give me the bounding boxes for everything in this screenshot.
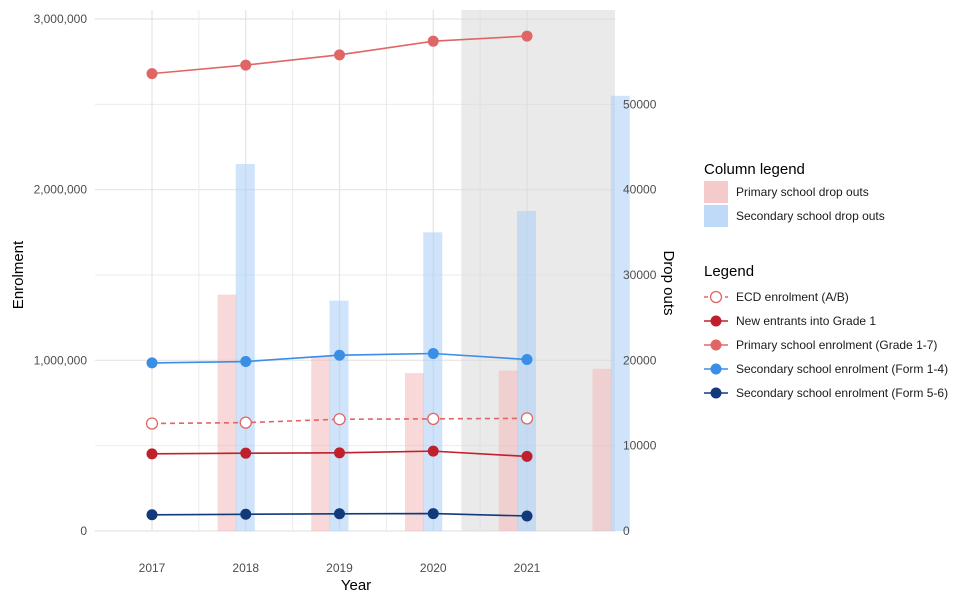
right-tick-label: 0: [623, 524, 630, 538]
left-tick-label: 0: [80, 524, 87, 538]
line-legend-marker: [710, 339, 722, 351]
line-legend-label: Secondary school enrolment (Form 1-4): [736, 362, 948, 376]
column-legend-title: Column legend: [704, 161, 805, 178]
series-point-form56: [240, 508, 252, 520]
bar-secondary-dropouts: [423, 232, 443, 532]
bar-secondary-dropouts: [235, 164, 255, 532]
column-legend-label: Secondary school drop outs: [736, 209, 885, 223]
x-tick-label: 2020: [420, 561, 447, 575]
x-tick-label: 2018: [232, 561, 259, 575]
series-point-form56: [146, 509, 158, 521]
line-legend-label: ECD enrolment (A/B): [736, 290, 849, 304]
series-point-ecd: [520, 412, 534, 425]
column-legend-swatch: [704, 205, 728, 227]
bar-primary-dropouts: [592, 368, 612, 531]
series-point-grade1: [427, 445, 439, 457]
series-point-ecd: [239, 416, 252, 429]
series-point-grade1: [334, 447, 345, 459]
bar-secondary-dropouts: [610, 95, 630, 532]
series-point-primary: [427, 35, 439, 47]
bar-primary-dropouts: [217, 294, 237, 531]
series-point-ecd: [145, 417, 159, 430]
series-point-form14: [334, 349, 345, 361]
right-axis-title: Drop outs: [660, 250, 677, 315]
shaded-region: [461, 10, 615, 531]
line-legend-marker: [710, 363, 722, 375]
line-legend-label: Secondary school enrolment (Form 5-6): [736, 386, 948, 400]
right-tick-label: 20000: [623, 353, 657, 367]
line-legend-marker: [710, 387, 722, 399]
right-tick-label: 30000: [623, 268, 657, 282]
x-tick-label: 2021: [514, 561, 541, 575]
series-point-primary: [334, 49, 345, 61]
column-legend-swatch: [704, 181, 728, 203]
ticks-layer: 0 1,000,000 2,000,000 3,000,000 0 10000 20000 3…: [34, 12, 657, 575]
series-point-primary: [146, 68, 158, 80]
series-point-grade1: [521, 450, 533, 462]
right-tick-label: 40000: [623, 183, 657, 197]
line-legend-marker: [709, 290, 723, 304]
series-point-form14: [240, 356, 252, 368]
series-point-primary: [240, 59, 252, 71]
bar-secondary-dropouts: [517, 211, 536, 531]
x-tick-label: 2017: [139, 561, 166, 575]
left-tick-label: 1,000,000: [34, 353, 88, 367]
line-legend-marker: [710, 315, 722, 327]
series-point-grade1: [240, 447, 252, 459]
series-point-form56: [334, 508, 345, 520]
series-point-ecd: [427, 412, 440, 426]
lines-layer: [145, 30, 534, 522]
line-legend-title: Legend: [704, 263, 754, 280]
series-point-ecd: [333, 413, 346, 426]
left-axis-title: Enrolment: [10, 240, 27, 309]
column-legend-label: Primary school drop outs: [736, 185, 869, 199]
left-tick-label: 2,000,000: [34, 183, 88, 197]
series-point-primary: [521, 30, 533, 42]
x-axis-title: Year: [341, 577, 371, 594]
series-point-form56: [427, 508, 439, 520]
bar-primary-dropouts: [498, 370, 518, 531]
series-point-form14: [146, 357, 158, 369]
bar-primary-dropouts: [311, 356, 331, 531]
right-tick-label: 10000: [623, 439, 657, 453]
left-tick-label: 3,000,000: [34, 12, 88, 26]
series-point-form56: [521, 510, 533, 522]
right-tick-label: 50000: [623, 97, 657, 111]
x-tick-label: 2019: [326, 561, 353, 575]
line-legend-label: Primary school enrolment (Grade 1-7): [736, 338, 937, 352]
series-point-form14: [427, 348, 439, 360]
legend: Column legend Legend Primary school drop…: [704, 161, 948, 400]
line-legend-label: New entrants into Grade 1: [736, 314, 876, 328]
series-point-grade1: [146, 448, 158, 460]
series-point-form14: [521, 353, 533, 365]
